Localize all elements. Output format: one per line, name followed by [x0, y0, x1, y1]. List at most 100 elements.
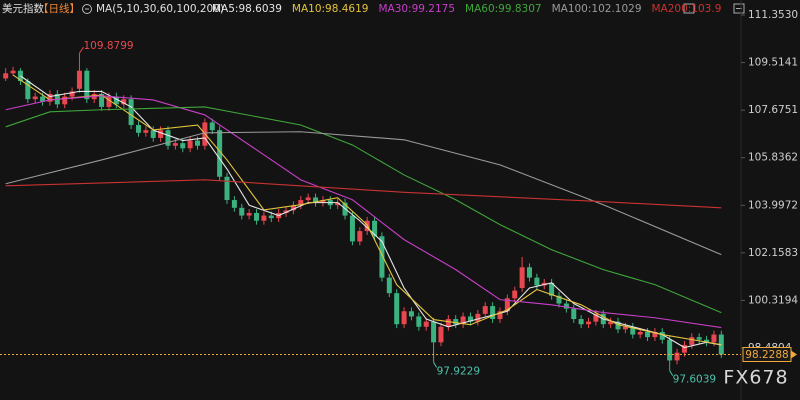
candle-body	[372, 220, 378, 237]
candle-body	[438, 326, 444, 343]
candle-body	[460, 316, 466, 325]
candle-body	[143, 130, 149, 133]
candle-body	[150, 130, 156, 138]
candle-body	[3, 73, 9, 79]
candle-body	[586, 321, 592, 325]
candle-body	[261, 215, 267, 221]
candle-body	[549, 282, 555, 296]
last-price-arrow	[791, 350, 797, 359]
candle-body	[394, 293, 400, 325]
candle-body	[423, 321, 429, 327]
legend-entry: MA200:103.9	[652, 3, 722, 15]
candle-body	[504, 298, 510, 312]
candle-body	[593, 313, 599, 322]
candle-body	[172, 143, 178, 146]
candle-body	[268, 215, 274, 219]
candle-body	[349, 215, 355, 242]
candle-body	[431, 321, 437, 343]
candle-body	[76, 70, 82, 89]
candle-body	[534, 277, 540, 286]
candle-body	[239, 207, 245, 216]
candle-body	[224, 176, 230, 201]
candle-body	[246, 212, 252, 216]
candle-body	[490, 306, 496, 320]
candle-body	[180, 143, 186, 149]
chart-title: 美元指数	[2, 2, 44, 15]
ma-line	[5, 131, 722, 256]
candle-body	[563, 303, 569, 309]
candle-body	[335, 202, 341, 206]
low-pointer	[433, 362, 438, 368]
candle-body	[290, 205, 296, 211]
candle-body	[578, 319, 584, 325]
y-tick-label: 102.1583	[748, 247, 798, 259]
candle-body	[121, 99, 127, 105]
candle-body	[652, 331, 658, 338]
candle-body	[645, 331, 651, 338]
candle-body	[659, 331, 665, 340]
candle-body	[357, 231, 363, 242]
ma-line	[12, 74, 722, 346]
ma-line	[5, 106, 722, 314]
candle-body	[106, 96, 112, 107]
candle-body	[135, 125, 141, 133]
candle-body	[696, 337, 702, 340]
candle-body	[187, 140, 193, 149]
candle-body	[10, 70, 16, 74]
legend-entry: MA100:102.1029	[552, 3, 642, 15]
high-annotation: 109.8799	[83, 40, 133, 52]
candle-body	[704, 339, 710, 343]
candle-body	[401, 311, 407, 325]
legend-entry: MA10:98.4619	[292, 3, 369, 15]
candle-body	[482, 306, 488, 314]
candle-body	[445, 319, 451, 327]
candle-body	[711, 334, 717, 343]
candle-body	[408, 311, 414, 317]
candle-body	[158, 130, 164, 138]
low-annotation: 97.9229	[437, 365, 480, 377]
logo: FX678	[723, 367, 788, 389]
candle-body	[313, 197, 319, 203]
candle-body	[194, 140, 201, 146]
y-tick-label: 100.3194	[748, 294, 798, 306]
candle-body	[571, 308, 577, 320]
y-tick-label: 107.6751	[748, 104, 798, 116]
y-tick-label: 111.3530	[748, 9, 798, 21]
high-pointer	[79, 46, 84, 54]
candle-body	[254, 212, 260, 221]
candle-body	[637, 331, 643, 335]
ma-line	[5, 95, 722, 329]
candle-body	[217, 130, 223, 177]
period-label[interactable]: 【日线】	[38, 2, 80, 15]
candle-body	[475, 313, 481, 322]
candles	[3, 53, 724, 371]
candle-body	[386, 277, 392, 294]
settings-icon[interactable]	[82, 4, 92, 14]
candle-body	[622, 326, 628, 330]
candle-body	[62, 96, 68, 105]
candle-body	[453, 319, 459, 325]
candle-body	[667, 339, 673, 361]
candle-body	[99, 93, 105, 107]
candle-body	[526, 267, 533, 278]
candle-body	[32, 96, 38, 100]
candle-body	[497, 311, 503, 320]
y-tick-label: 103.9972	[748, 199, 798, 211]
candle-body	[298, 200, 304, 206]
candle-body	[519, 267, 525, 288]
candle-body	[40, 96, 46, 102]
candle-body	[681, 344, 687, 353]
window-icons[interactable]	[683, 3, 745, 14]
y-tick-label: 109.5141	[748, 57, 798, 69]
last-price-label: 98.2288	[745, 349, 788, 361]
candle-body	[69, 91, 75, 97]
candle-body	[128, 99, 134, 126]
candle-body	[165, 130, 171, 146]
candle-body	[283, 210, 289, 213]
legend-entry: MA60:99.8307	[465, 3, 542, 15]
candle-body	[416, 316, 422, 327]
low-pointer	[669, 370, 674, 376]
legend-entry: MA5:98.6039	[212, 3, 282, 15]
candle-body	[379, 236, 385, 278]
